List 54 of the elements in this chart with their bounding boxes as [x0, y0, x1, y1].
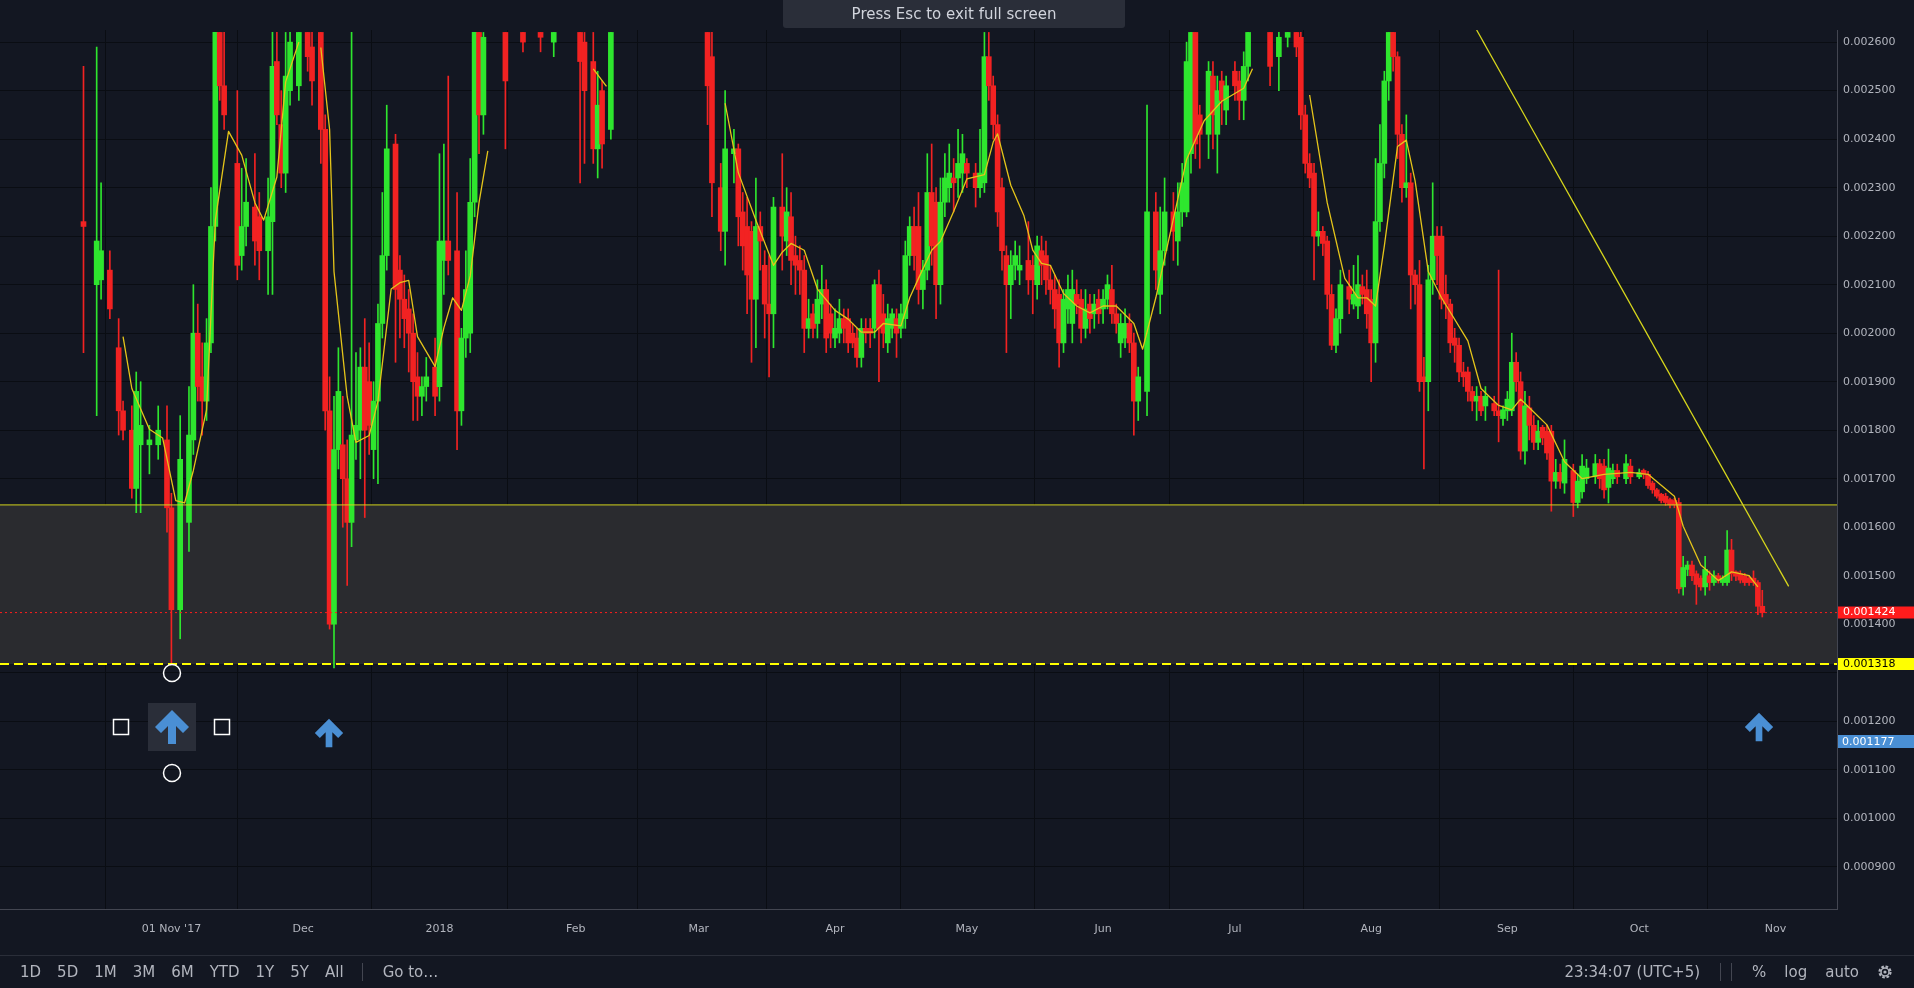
y-tick-label: 0.001900 [1843, 374, 1896, 388]
x-tick-label: Nov [1764, 922, 1787, 936]
x-tick-label: May [955, 922, 979, 936]
x-tick-label: Dec [292, 922, 314, 936]
y-tick-label: 0.002300 [1843, 180, 1896, 194]
x-tick-label: Oct [1629, 922, 1650, 936]
y-tick-label: 0.001600 [1843, 520, 1896, 534]
text: Press Esc to exit full screen [783, 0, 1125, 28]
y-tick-label: 0.001400 [1843, 617, 1896, 631]
y-tick-label: 0.002000 [1843, 326, 1896, 340]
y-tick-label: 0.002100 [1843, 277, 1896, 291]
candlestick [445, 75, 452, 276]
y-tick-label: 0.002200 [1843, 229, 1896, 243]
x-tick-label: Aug [1360, 922, 1382, 936]
y-tick-label: 0.002600 [1843, 34, 1896, 48]
text: 6M [170, 963, 195, 981]
text: log [1783, 963, 1809, 981]
y-tick-label: 0.002400 [1843, 132, 1896, 146]
ref-line-label: 0.001424 [1843, 605, 1896, 619]
text: 1Y [254, 963, 276, 981]
x-tick-label: Mar [688, 922, 710, 936]
candlestick [1403, 114, 1410, 198]
y-tick-label: 0.001500 [1843, 568, 1896, 582]
text: auto [1824, 963, 1860, 981]
text: All [324, 963, 345, 981]
text: % [1731, 963, 1776, 981]
candlestick [577, 32, 583, 184]
text: Go to… [361, 963, 447, 981]
candlestick [98, 182, 104, 300]
y-tick-label: 0.001000 [1843, 811, 1896, 825]
x-tick-label: Jun [1093, 922, 1112, 936]
ref-line-label: 0.001318 [1843, 656, 1896, 670]
text: 1M [93, 963, 118, 981]
y-tick-label: 0.002500 [1843, 83, 1896, 97]
x-tick-label: 01 Nov '17 [141, 922, 202, 936]
text: YTD [208, 963, 241, 981]
x-tick-label: Jul [1227, 922, 1242, 936]
y-tick-label: 0.001200 [1843, 714, 1896, 728]
text: 5D [56, 963, 80, 981]
y-tick-label: 0.000900 [1843, 859, 1896, 873]
text: 23:34:07 (UTC+5) [1555, 963, 1722, 981]
x-tick-label: Apr [825, 922, 845, 936]
candlestick [955, 129, 961, 198]
text: 3M [131, 963, 157, 981]
text: 5Y [289, 963, 310, 981]
y-tick-label: 0.001700 [1843, 471, 1896, 485]
y-tick-label: 0.001800 [1843, 423, 1896, 437]
candlestick [867, 318, 873, 349]
x-tick-label: 2018 [425, 922, 454, 936]
x-tick-label: Sep [1497, 922, 1518, 936]
text: 1D [19, 963, 43, 981]
x-tick-label: Feb [565, 922, 586, 936]
y-tick-label: 0.001100 [1843, 762, 1896, 776]
text: 0.001177 [1838, 735, 1914, 748]
